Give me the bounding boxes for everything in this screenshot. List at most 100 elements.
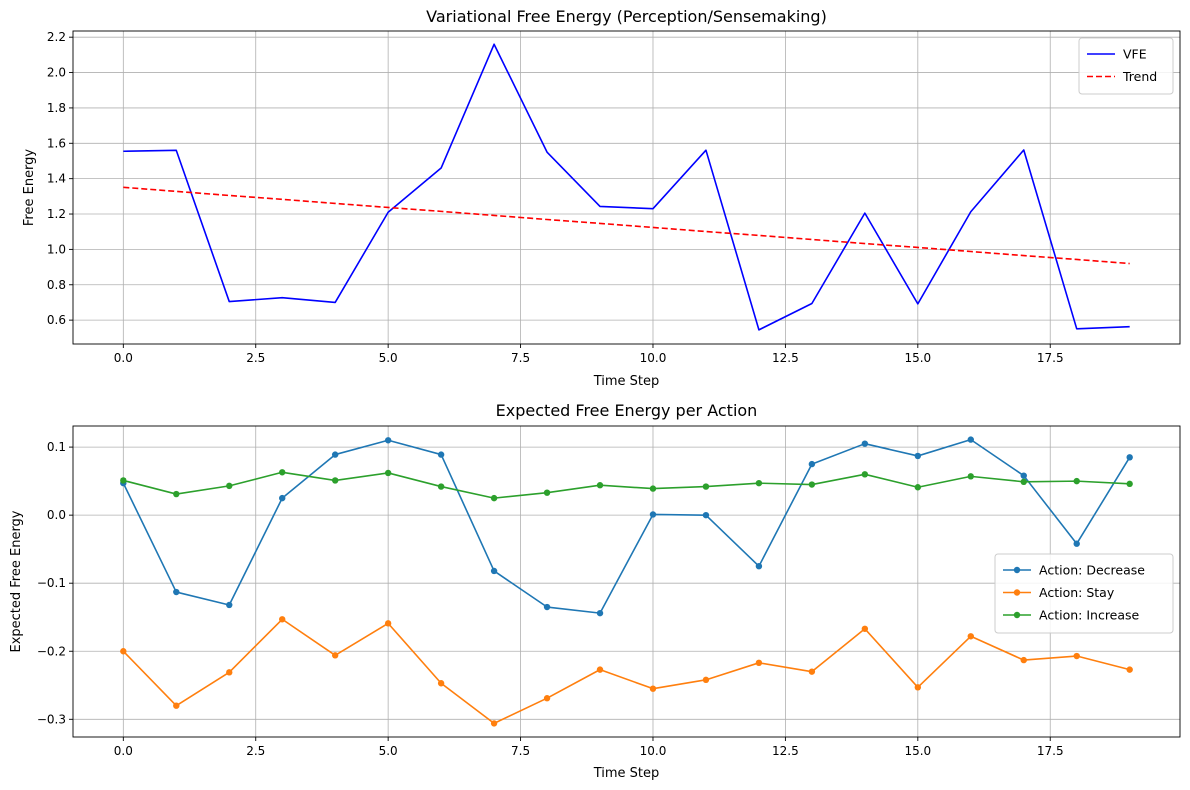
y-tick-label: 0.1 xyxy=(47,440,66,454)
data-point xyxy=(279,494,286,502)
data-point xyxy=(279,469,286,476)
data-point xyxy=(331,451,339,458)
chart-variational-free-energy: 0.0 2.5 5.0 7.5 10.0 12.5 15.0 17.5 0.6 0.8 1.0 1.2… xyxy=(22,7,1181,389)
data-point xyxy=(384,437,392,444)
y-tick-label: 1.8 xyxy=(47,101,66,115)
data-point xyxy=(120,648,127,655)
y-tick-label: 0.8 xyxy=(47,278,66,292)
data-point xyxy=(331,477,339,484)
data-point xyxy=(173,702,180,709)
data-point xyxy=(596,482,604,489)
x-tick-label: 12.5 xyxy=(772,744,799,758)
x-tick-label: 17.5 xyxy=(1037,744,1064,758)
data-point xyxy=(967,436,974,443)
data-point xyxy=(120,477,127,484)
x-axis-label: Time Step xyxy=(593,374,660,389)
x-tick-label: 2.5 xyxy=(246,351,265,365)
data-point xyxy=(1073,540,1080,547)
data-point xyxy=(755,659,763,667)
legend-label: Trend xyxy=(1122,69,1157,84)
x-tick-label: 5.0 xyxy=(379,351,398,365)
legend-marker xyxy=(1013,611,1021,619)
data-point xyxy=(437,483,445,490)
data-point xyxy=(1020,656,1027,664)
y-tick-label: 1.6 xyxy=(47,136,66,150)
y-tick-label: 1.4 xyxy=(47,172,66,186)
x-tick-label: 10.0 xyxy=(640,744,667,758)
x-tick-label: 2.5 xyxy=(246,744,265,758)
data-point xyxy=(226,482,233,490)
data-point xyxy=(914,452,922,460)
y-tick-label: −0.3 xyxy=(37,712,66,726)
y-tick-label: 2.2 xyxy=(47,30,66,44)
x-tick-label: 12.5 xyxy=(772,351,799,365)
data-point xyxy=(755,479,763,487)
y-tick-label: 1.2 xyxy=(47,207,66,221)
data-point xyxy=(861,471,869,478)
legend-label: Action: Decrease xyxy=(1039,563,1145,578)
data-point xyxy=(490,567,498,575)
series-line-1 xyxy=(122,618,1130,725)
axes-frame xyxy=(72,30,1181,345)
data-point xyxy=(596,609,604,617)
data-point xyxy=(914,484,922,491)
data-point xyxy=(649,485,657,492)
legend-label: VFE xyxy=(1123,47,1147,62)
data-point xyxy=(173,490,180,498)
x-tick-label: 7.5 xyxy=(511,351,530,365)
data-point xyxy=(649,511,657,518)
data-point xyxy=(1020,478,1027,486)
data-point xyxy=(1126,666,1133,673)
x-tick-label: 15.0 xyxy=(904,744,931,758)
legend-box xyxy=(1078,37,1174,95)
axes-frame xyxy=(72,425,1181,738)
data-point xyxy=(226,601,233,609)
y-axis-label: Expected Free Energy xyxy=(9,510,24,652)
y-tick-label: −0.2 xyxy=(37,644,66,658)
data-point xyxy=(1020,472,1027,479)
data-point xyxy=(808,668,816,675)
data-point xyxy=(490,720,498,727)
data-point xyxy=(331,652,339,659)
y-tick-label: 2.0 xyxy=(47,66,66,80)
data-point xyxy=(226,669,233,676)
data-point xyxy=(543,695,551,702)
y-axis-label: Free Energy xyxy=(22,149,37,227)
legend-marker xyxy=(1013,566,1021,574)
data-point xyxy=(173,588,180,596)
series-line-0 xyxy=(122,438,1131,614)
data-point xyxy=(702,483,710,490)
series-line-0 xyxy=(123,43,1130,331)
data-point xyxy=(279,616,286,623)
data-point xyxy=(702,511,710,519)
data-point xyxy=(437,451,445,458)
data-point xyxy=(1073,652,1080,660)
data-point xyxy=(914,684,922,691)
series-line-1 xyxy=(123,186,1130,265)
legend-box xyxy=(994,553,1174,634)
chart-title: Variational Free Energy (Perception/Sens… xyxy=(426,7,827,26)
x-axis-label: Time Step xyxy=(593,766,660,781)
x-tick-label: 10.0 xyxy=(640,351,667,365)
data-point xyxy=(808,481,816,488)
y-tick-label: −0.1 xyxy=(37,576,66,590)
chart-title: Expected Free Energy per Action xyxy=(496,401,758,420)
data-point xyxy=(384,620,392,627)
legend-marker xyxy=(1013,589,1021,596)
y-tick-label: 0.0 xyxy=(47,508,66,522)
data-point xyxy=(808,460,816,468)
y-tick-label: 1.0 xyxy=(47,242,66,256)
data-point xyxy=(967,633,974,640)
series-line-2 xyxy=(123,471,1130,499)
data-point xyxy=(543,489,551,496)
data-point xyxy=(1126,480,1133,488)
data-point xyxy=(861,440,869,447)
data-point xyxy=(755,562,763,570)
data-point xyxy=(967,473,974,480)
legend-label: Action: Increase xyxy=(1039,608,1140,623)
data-point xyxy=(1073,477,1080,485)
legend: VFE Trend xyxy=(1078,37,1174,95)
legend-label: Action: Stay xyxy=(1039,585,1115,600)
data-point xyxy=(702,676,710,684)
